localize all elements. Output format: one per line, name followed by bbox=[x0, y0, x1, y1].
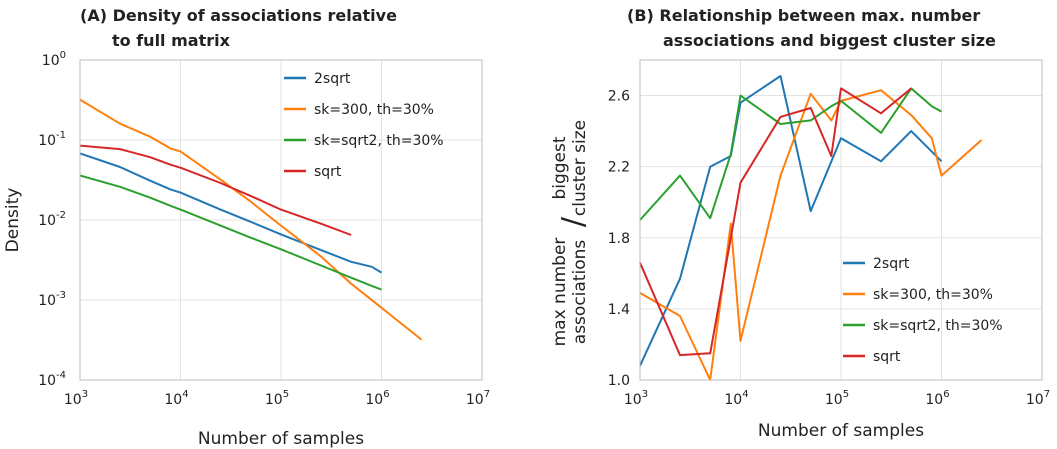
panel-b-xlabel: Number of samples bbox=[758, 421, 924, 441]
panel-b-title-line-2: associations and biggest cluster size bbox=[663, 31, 996, 50]
series-line-2 bbox=[639, 87, 942, 221]
legend-label-0: 2sqrt bbox=[873, 256, 910, 272]
x-tick-exponent: 7 bbox=[484, 389, 490, 400]
x-tick-base: 10 bbox=[925, 392, 943, 408]
x-tick-exponent: 6 bbox=[383, 389, 389, 400]
panel-a-legend: 2sqrt sk=300, th=30% sk=sqrt2, th=30% sqrt bbox=[284, 71, 444, 180]
x-tick-base: 10 bbox=[265, 392, 283, 408]
y-tick-label: 10-1 bbox=[38, 130, 66, 149]
panel-b-legend: 2sqrt sk=300, th=30% sk=sqrt2, th=30% sqrt bbox=[843, 256, 1003, 365]
x-tick-exponent: 3 bbox=[642, 389, 648, 400]
x-tick-label: 105 bbox=[825, 389, 849, 408]
x-tick-label: 107 bbox=[1026, 389, 1050, 408]
panel-a-series bbox=[79, 98, 423, 341]
panel-b-ylabel-left-1: max number bbox=[550, 238, 570, 347]
x-tick-label: 104 bbox=[164, 389, 188, 408]
x-tick-exponent: 4 bbox=[742, 389, 748, 400]
x-tick-label: 104 bbox=[724, 389, 748, 408]
y-tick-label: 100 bbox=[42, 50, 66, 69]
x-tick-label: 106 bbox=[925, 389, 949, 408]
panel-b-frame bbox=[639, 59, 1043, 381]
x-tick-base: 10 bbox=[1026, 392, 1044, 408]
legend-label-1: sk=300, th=30% bbox=[314, 102, 434, 118]
x-tick-exponent: 5 bbox=[283, 389, 289, 400]
legend-label-1: sk=300, th=30% bbox=[873, 287, 993, 303]
y-tick-exponent: -3 bbox=[56, 290, 66, 301]
y-tick-label: 2.6 bbox=[608, 89, 630, 105]
y-tick-base: 10 bbox=[42, 53, 60, 69]
x-tick-exponent: 4 bbox=[182, 389, 188, 400]
series-line-2 bbox=[79, 174, 382, 291]
x-tick-base: 10 bbox=[724, 392, 742, 408]
legend-label-2: sk=sqrt2, th=30% bbox=[873, 318, 1003, 334]
x-tick-label: 103 bbox=[624, 389, 648, 408]
panel-b-ylabel: max number associations / biggest cluste… bbox=[550, 120, 591, 346]
x-tick-label: 103 bbox=[64, 389, 88, 408]
panel-a-frame bbox=[79, 59, 483, 381]
legend-label-0: 2sqrt bbox=[314, 71, 351, 87]
legend-label-3: sqrt bbox=[314, 164, 342, 180]
x-tick-base: 10 bbox=[365, 392, 383, 408]
x-tick-exponent: 6 bbox=[943, 389, 949, 400]
panel-b-title-line-1: (B) Relationship between max. number bbox=[627, 6, 980, 25]
legend-label-3: sqrt bbox=[873, 349, 901, 365]
y-tick-label: 10-2 bbox=[38, 210, 66, 229]
x-tick-label: 106 bbox=[365, 389, 389, 408]
y-tick-label: 1.8 bbox=[608, 231, 630, 247]
y-tick-label: 1.4 bbox=[608, 302, 630, 318]
series-line-0 bbox=[79, 152, 383, 274]
panel-b-ylabel-right-1: biggest bbox=[550, 136, 570, 199]
series-line-1 bbox=[79, 98, 423, 341]
series-line-3 bbox=[639, 87, 912, 357]
x-tick-base: 10 bbox=[466, 392, 484, 408]
y-tick-exponent: 0 bbox=[60, 50, 66, 61]
legend-label-2: sk=sqrt2, th=30% bbox=[314, 133, 444, 149]
panel-a-title-line-1: (A) Density of associations relative bbox=[80, 6, 397, 25]
series-line-1 bbox=[639, 89, 983, 381]
panel-a-title-line-2: to full matrix bbox=[112, 31, 231, 50]
y-tick-label: 1.0 bbox=[608, 373, 630, 389]
x-tick-exponent: 3 bbox=[82, 389, 88, 400]
y-tick-base: 10 bbox=[38, 293, 56, 309]
x-tick-base: 10 bbox=[64, 392, 82, 408]
y-tick-exponent: -1 bbox=[56, 130, 66, 141]
y-tick-base: 10 bbox=[38, 133, 56, 149]
y-tick-label: 10-3 bbox=[38, 290, 66, 309]
x-tick-base: 10 bbox=[825, 392, 843, 408]
panel-b: (B) Relationship between max. number ass… bbox=[550, 6, 1050, 441]
panel-b-ylabel-separator: / bbox=[556, 216, 591, 227]
x-tick-base: 10 bbox=[624, 392, 642, 408]
x-tick-label: 107 bbox=[466, 389, 490, 408]
series-line-3 bbox=[79, 144, 352, 236]
x-tick-exponent: 7 bbox=[1044, 389, 1050, 400]
x-tick-label: 105 bbox=[265, 389, 289, 408]
panel-a-xlabel: Number of samples bbox=[198, 429, 364, 449]
panel-a-ylabel: Density bbox=[3, 188, 23, 253]
x-tick-base: 10 bbox=[164, 392, 182, 408]
y-tick-label: 2.2 bbox=[608, 160, 630, 176]
panel-b-ylabel-right-2: cluster size bbox=[570, 120, 590, 216]
y-tick-exponent: -2 bbox=[56, 210, 66, 221]
x-tick-exponent: 5 bbox=[843, 389, 849, 400]
y-tick-label: 10-4 bbox=[38, 370, 66, 389]
panel-b-ylabel-left-2: associations bbox=[570, 240, 590, 345]
panel-b-series bbox=[639, 75, 983, 381]
y-tick-base: 10 bbox=[38, 213, 56, 229]
panel-a: (A) Density of associations relative to … bbox=[3, 6, 490, 449]
y-tick-exponent: -4 bbox=[56, 370, 66, 381]
y-tick-base: 10 bbox=[38, 373, 56, 389]
